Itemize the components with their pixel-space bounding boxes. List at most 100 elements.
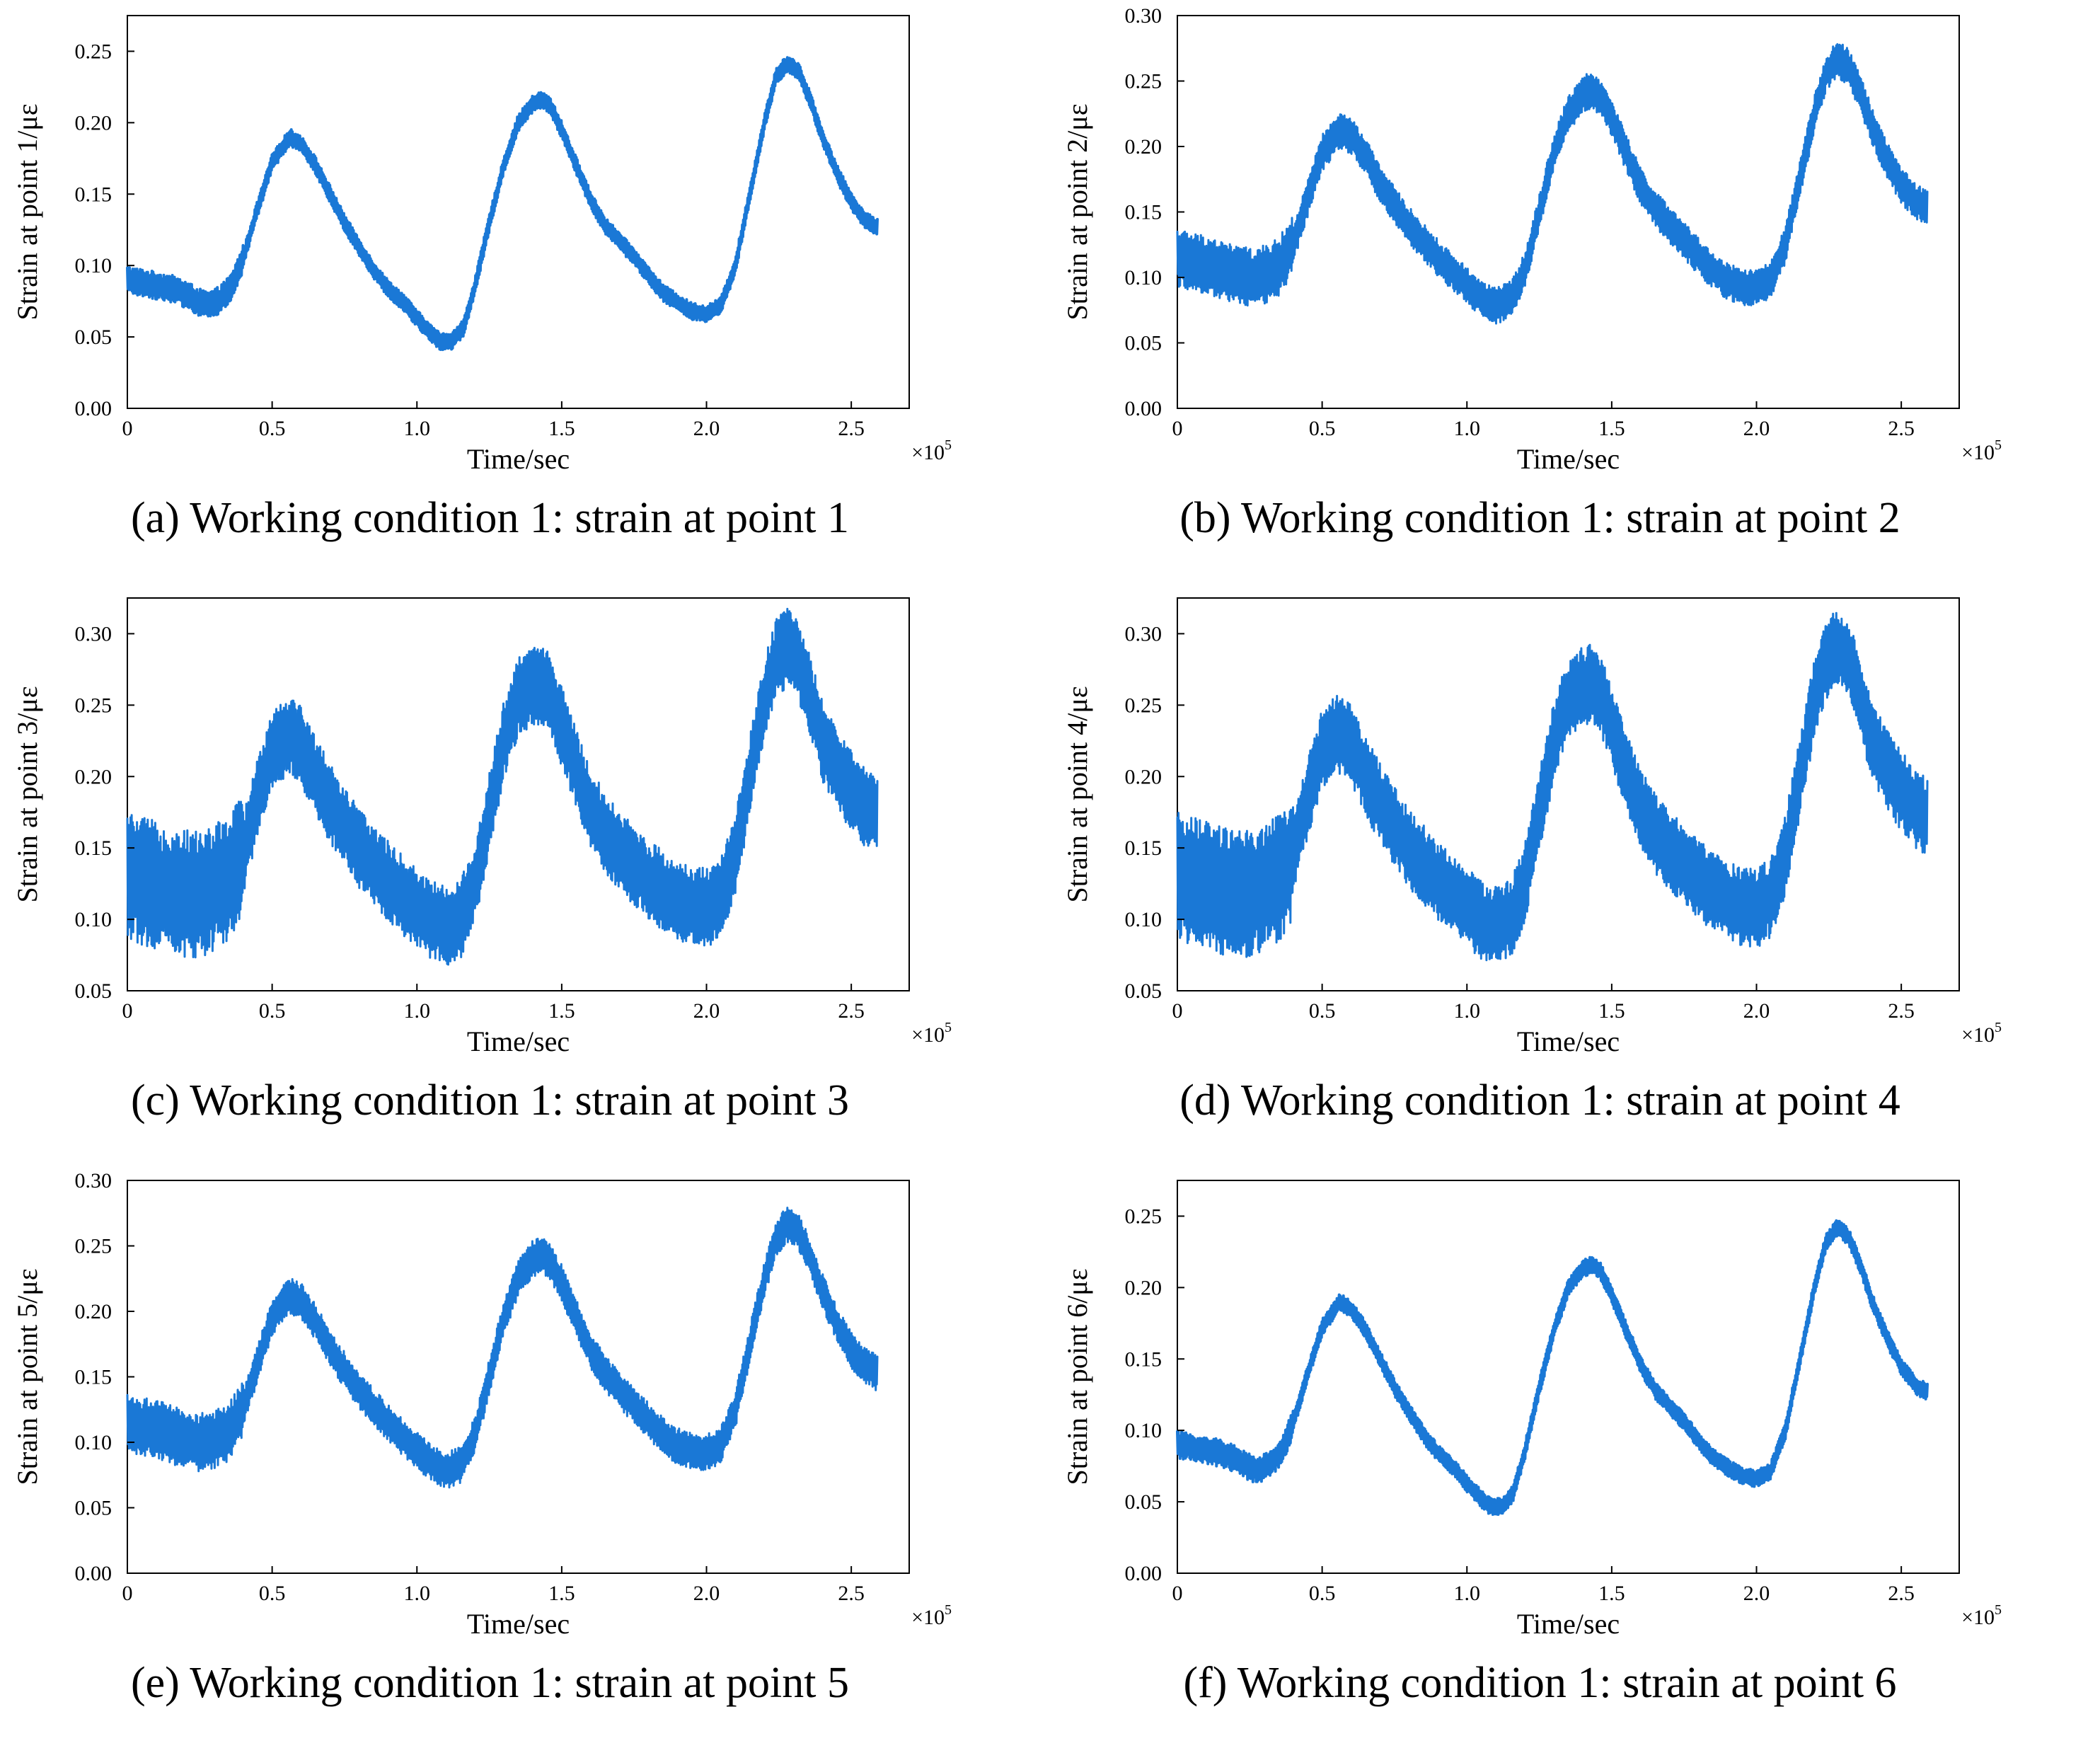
y-tick-label: 0.25	[1125, 70, 1162, 93]
figure-caption: (f) Working condition 1: strain at point…	[1183, 1659, 1896, 1707]
x-tick-label: 0	[122, 1582, 133, 1605]
y-tick-label: 0.25	[75, 1235, 112, 1258]
series-line	[126, 1207, 879, 1489]
x-tick-label: 2.0	[693, 999, 720, 1023]
y-tick-label: 0.10	[75, 254, 112, 277]
y-tick-label: 0.25	[1125, 1204, 1162, 1228]
x-tick-label: 0.5	[1309, 417, 1336, 440]
x-tick-label: 0.5	[259, 1582, 286, 1605]
y-axis-title: Strain at point 6/με	[1061, 1269, 1093, 1485]
y-tick-label: 0.15	[1125, 836, 1162, 860]
y-axis-title: Strain at point 2/με	[1061, 104, 1093, 321]
x-tick-label: 0.5	[259, 417, 286, 440]
y-axis-title: Strain at point 3/με	[11, 686, 43, 903]
y-tick-label: 0.05	[1125, 1490, 1162, 1514]
x-axis-title: Time/sec	[1517, 1608, 1620, 1640]
x-tick-label: 2.0	[1743, 1582, 1770, 1605]
x-multiplier: ×105	[1961, 1602, 2002, 1629]
x-tick-label: 2.5	[1888, 999, 1915, 1023]
y-tick-label: 0.25	[1125, 694, 1162, 717]
series-line	[1176, 43, 1929, 325]
chart-svg-b: 0 0.5 1.0 1.5 2.0 2.5 0.00 0.05 0.10 0.15 0.20 0.25…	[1061, 4, 2002, 542]
x-tick-label: 1.0	[404, 417, 431, 440]
y-tick-label: 0.30	[1125, 4, 1162, 28]
x-tick-label: 2.0	[693, 417, 720, 440]
x-multiplier: ×105	[911, 1602, 952, 1629]
chart-svg-f: 0 0.5 1.0 1.5 2.0 2.5 0.00 0.05 0.10 0.15 0.20 0.25…	[1061, 1180, 2002, 1707]
x-tick-label: 1.0	[1454, 417, 1481, 440]
x-tick-label: 2.5	[1888, 1582, 1915, 1605]
figure-caption: (c) Working condition 1: strain at point…	[131, 1076, 849, 1125]
x-multiplier: ×105	[911, 1020, 952, 1047]
y-tick-label: 0.05	[75, 1497, 112, 1520]
x-tick-label: 0	[122, 999, 133, 1023]
x-tick-label: 0	[1172, 1582, 1183, 1605]
y-tick-label: 0.15	[1125, 201, 1162, 224]
y-axis-title: Strain at point 5/με	[11, 1269, 43, 1485]
y-tick-label: 0.10	[1125, 1419, 1162, 1442]
series-line	[1176, 1219, 1929, 1516]
chart-svg-c: 0 0.5 1.0 1.5 2.0 2.5 0.05 0.10 0.15 0.20 0.25 0.30…	[11, 597, 952, 1125]
y-tick-label: 0.00	[1125, 1562, 1162, 1585]
series-line	[126, 607, 879, 966]
chart-panel-a: 0 0.5 1.0 1.5 2.0 2.5 0.00 0.05 0.10 0.15 0.20 0.25…	[0, 0, 1050, 582]
y-axis-title: Strain at point 1/με	[11, 104, 43, 321]
y-tick-label: 0.15	[75, 1366, 112, 1389]
x-tick-label: 2.0	[1743, 417, 1770, 440]
x-multiplier: ×105	[1961, 437, 2002, 464]
y-tick-label: 0.25	[75, 694, 112, 717]
y-tick-label: 0.00	[75, 1562, 112, 1585]
y-tick-label: 0.20	[1125, 1276, 1162, 1299]
x-tick-label: 0	[122, 417, 133, 440]
plot-frame	[127, 597, 910, 991]
y-tick-label: 0.05	[1125, 332, 1162, 355]
y-tick-label: 0.05	[1125, 979, 1162, 1003]
chart-panel-e: 0 0.5 1.0 1.5 2.0 2.5 0.00 0.05 0.10 0.15 0.20 0.25…	[0, 1165, 1050, 1747]
y-tick-label: 0.10	[1125, 908, 1162, 931]
plot-frame	[127, 15, 910, 409]
y-tick-label: 0.20	[75, 1300, 112, 1323]
chart-panel-d: 0 0.5 1.0 1.5 2.0 2.5 0.05 0.10 0.15 0.20 0.25 0.30…	[1050, 582, 2100, 1165]
x-tick-label: 0.5	[1309, 999, 1336, 1023]
x-tick-label: 1.0	[1454, 999, 1481, 1023]
x-tick-label: 0.5	[1309, 1582, 1336, 1605]
series-line	[126, 56, 879, 352]
y-tick-label: 0.30	[75, 1169, 112, 1192]
chart-panel-f: 0 0.5 1.0 1.5 2.0 2.5 0.00 0.05 0.10 0.15 0.20 0.25…	[1050, 1165, 2100, 1747]
y-tick-label: 0.10	[1125, 266, 1162, 289]
y-tick-label: 0.00	[1125, 397, 1162, 420]
y-tick-label: 0.05	[75, 326, 112, 349]
figure-caption: (d) Working condition 1: strain at point…	[1179, 1076, 1900, 1125]
x-tick-label: 2.0	[1743, 999, 1770, 1023]
chart-svg-e: 0 0.5 1.0 1.5 2.0 2.5 0.00 0.05 0.10 0.15 0.20 0.25…	[11, 1169, 952, 1707]
chart-svg-a: 0 0.5 1.0 1.5 2.0 2.5 0.00 0.05 0.10 0.15 0.20 0.25…	[11, 15, 952, 542]
plot-frame	[1177, 597, 1960, 991]
x-axis-title: Time/sec	[467, 1025, 570, 1057]
x-tick-label: 1.5	[1598, 999, 1625, 1023]
y-tick-label: 0.05	[75, 979, 112, 1003]
y-tick-label: 0.10	[75, 908, 112, 931]
x-tick-label: 0.5	[259, 999, 286, 1023]
x-axis-title: Time/sec	[1517, 1025, 1620, 1057]
series-line	[1176, 611, 1929, 962]
x-tick-label: 1.0	[404, 999, 431, 1023]
x-tick-label: 2.5	[838, 999, 865, 1023]
x-axis-title: Time/sec	[1517, 443, 1620, 475]
y-tick-label: 0.15	[75, 183, 112, 206]
x-tick-label: 1.0	[1454, 1582, 1481, 1605]
y-tick-label: 0.15	[1125, 1347, 1162, 1371]
x-tick-label: 2.0	[693, 1582, 720, 1605]
x-tick-label: 1.5	[548, 417, 575, 440]
x-axis-title: Time/sec	[467, 1608, 570, 1640]
x-tick-label: 2.5	[838, 1582, 865, 1605]
x-tick-label: 1.5	[548, 999, 575, 1023]
x-tick-label: 0	[1172, 417, 1183, 440]
chart-panel-b: 0 0.5 1.0 1.5 2.0 2.5 0.00 0.05 0.10 0.15 0.20 0.25…	[1050, 0, 2100, 582]
x-tick-label: 1.0	[404, 1582, 431, 1605]
y-tick-label: 0.20	[75, 111, 112, 134]
chart-svg-d: 0 0.5 1.0 1.5 2.0 2.5 0.05 0.10 0.15 0.20 0.25 0.30…	[1061, 597, 2002, 1125]
y-tick-label: 0.10	[75, 1431, 112, 1454]
y-tick-label: 0.20	[1125, 765, 1162, 788]
figure-caption: (b) Working condition 1: strain at point…	[1179, 494, 1900, 542]
y-tick-label: 0.20	[1125, 135, 1162, 159]
